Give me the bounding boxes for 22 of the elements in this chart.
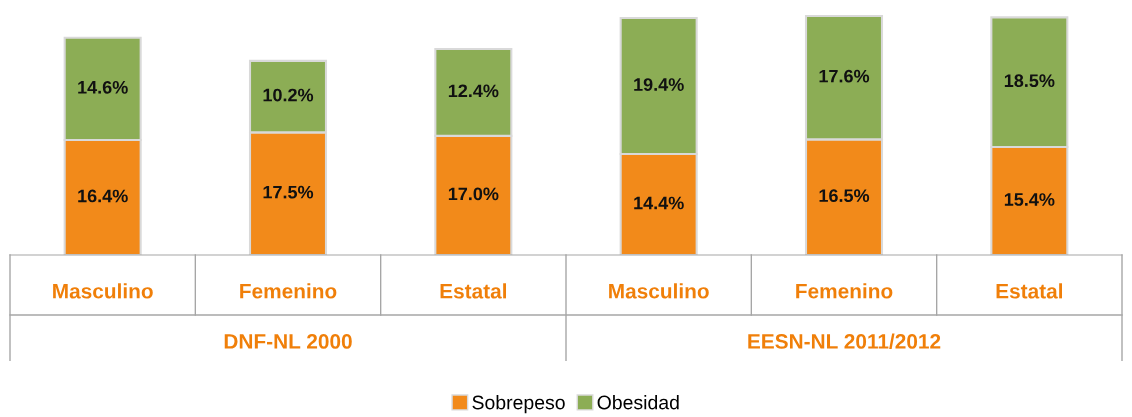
x-tick-label: Femenino xyxy=(796,283,893,299)
x-tick-label: Femenino xyxy=(240,283,337,299)
x-tick-label: Estatal xyxy=(440,283,507,299)
legend-label: Sobrepeso xyxy=(472,395,565,414)
data-label: 12.4% xyxy=(448,84,499,98)
data-label: 14.4% xyxy=(634,196,684,210)
data-label: 17.6% xyxy=(819,69,870,83)
data-label: 19.4% xyxy=(634,78,684,91)
data-label: 16.5% xyxy=(819,189,870,203)
x-tick-label: Masculino xyxy=(53,283,153,299)
text: EESN-NL 2011/2012 xyxy=(748,333,941,349)
text: DNF-NL 2000 xyxy=(224,334,352,349)
data-label: 17.5% xyxy=(263,185,314,199)
data-label: 10.2% xyxy=(263,88,314,102)
data-label: 15.4% xyxy=(1004,193,1055,206)
legend-label: Obesidad xyxy=(597,395,679,410)
data-label: 18.5% xyxy=(1004,74,1055,88)
x-tick-label: Masculino xyxy=(609,283,709,299)
data-label: 14.6% xyxy=(78,80,128,94)
data-label: 17.0% xyxy=(448,187,499,201)
data-label: 16.4% xyxy=(78,189,128,203)
x-tick-label: Estatal xyxy=(996,283,1063,299)
